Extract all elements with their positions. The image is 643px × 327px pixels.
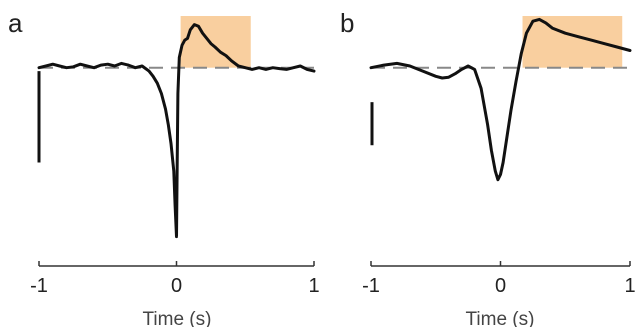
panel-a-letter: a xyxy=(8,8,23,38)
panel-b-highlight-window xyxy=(523,16,623,68)
panel-a-highlight-window xyxy=(181,16,251,68)
panel-b-x-tick-label: 0 xyxy=(495,275,506,297)
panel-a-trace-line xyxy=(39,25,314,237)
panel-a: a Time (s) -1 0 1 xyxy=(8,8,320,327)
panel-b-x-axis-label: Time (s) xyxy=(466,309,535,327)
panel-b-x-tick-label: 1 xyxy=(624,275,635,297)
panel-b-x-tick-label: -1 xyxy=(362,275,380,297)
panel-a-x-tick-label: -1 xyxy=(30,275,48,297)
panel-b-letter: b xyxy=(340,8,354,38)
panel-a-x-tick-label: 0 xyxy=(171,275,182,297)
panel-b: b Time (s) -1 0 1 xyxy=(340,8,636,327)
panel-a-x-axis-label: Time (s) xyxy=(143,309,212,327)
panel-a-x-tick-label: 1 xyxy=(308,275,319,297)
